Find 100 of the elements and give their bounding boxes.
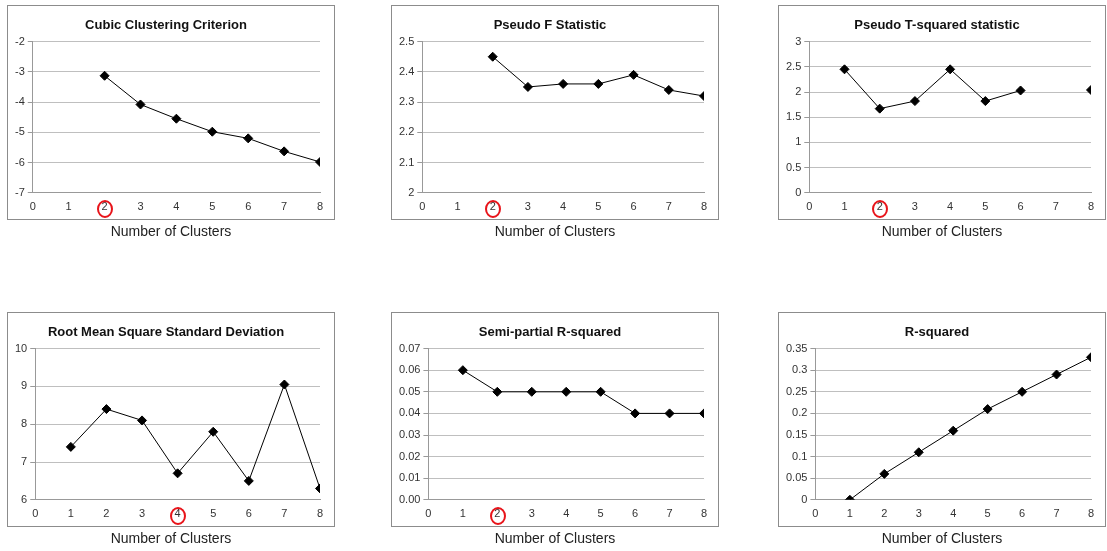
- y-tick-label: 2: [408, 185, 415, 198]
- point: [663, 84, 674, 95]
- y-tick-label: 0.03: [398, 428, 421, 441]
- point: [561, 386, 572, 397]
- y-tick-label: 0.2: [792, 406, 808, 419]
- point: [980, 96, 991, 107]
- point: [664, 408, 675, 419]
- x-axis-title: Number of Clusters: [109, 530, 233, 546]
- x-tick-label: 8: [316, 507, 324, 520]
- x-tick-label: 7: [281, 200, 288, 213]
- x-tick-label: 7: [1052, 200, 1059, 213]
- x-tick-label: 7: [281, 507, 288, 520]
- x-tick-label: 8: [316, 200, 324, 213]
- x-tick-label: 3: [528, 507, 535, 520]
- y-tick-label: 0.3: [792, 363, 808, 376]
- x-tick-label: 2: [881, 507, 888, 520]
- x-tick-label: 2: [489, 200, 496, 213]
- x-tick-label: 6: [1017, 200, 1024, 213]
- y-tick-label: 2.1: [398, 155, 415, 168]
- y-tick-label: -5: [15, 125, 25, 138]
- x-tick-label: 8: [1087, 200, 1095, 213]
- chart-title: Semi-partial R-squared: [478, 324, 622, 340]
- x-tick-label: 3: [911, 200, 918, 213]
- y-tick-label: 0.05: [785, 471, 808, 484]
- x-tick-label: 5: [595, 200, 602, 213]
- chart-title: Pseudo T-squared statistic: [854, 17, 1020, 33]
- x-tick-label: 0: [32, 507, 39, 520]
- y-tick-label: 0.05: [398, 384, 421, 397]
- x-tick-label: 1: [841, 200, 848, 213]
- chart-title: Pseudo F Statistic: [493, 17, 607, 33]
- y-tick-label: 0.35: [785, 341, 808, 354]
- point: [879, 468, 890, 479]
- x-tick-label: 0: [29, 200, 36, 213]
- y-tick-label: -2: [15, 34, 25, 47]
- y-tick-label: 2.5: [398, 34, 415, 47]
- x-tick-label: 4: [174, 507, 181, 520]
- y-tick-label: 8: [21, 417, 28, 430]
- x-tick-label: 1: [459, 507, 466, 520]
- y-tick-label: 3: [795, 34, 802, 47]
- x-tick-label: 3: [524, 200, 531, 213]
- chart-title: Cubic Clustering Criterion: [85, 17, 247, 33]
- point: [208, 426, 219, 437]
- x-tick-label: 2: [101, 200, 108, 213]
- point: [279, 146, 290, 157]
- y-tick-label: -6: [15, 155, 25, 168]
- y-tick-label: -7: [15, 185, 25, 198]
- point: [279, 379, 290, 390]
- x-tick-label: 6: [245, 507, 252, 520]
- point: [171, 113, 182, 124]
- x-tick-label: 6: [1019, 507, 1026, 520]
- y-tick-label: 0: [795, 185, 802, 198]
- point: [1017, 386, 1028, 397]
- y-tick-label: 1: [795, 135, 802, 148]
- y-tick-label: 10: [14, 341, 28, 354]
- x-tick-label: 4: [173, 200, 180, 213]
- point: [982, 404, 993, 415]
- x-tick-label: 6: [630, 200, 637, 213]
- x-tick-label: 7: [1053, 507, 1060, 520]
- point: [948, 425, 959, 436]
- x-tick-label: 0: [425, 507, 432, 520]
- y-tick-label: 0.07: [398, 341, 421, 354]
- x-tick-label: 0: [812, 507, 819, 520]
- x-tick-label: 8: [700, 507, 708, 520]
- point: [593, 78, 604, 89]
- y-tick-label: 2.5: [785, 59, 802, 72]
- y-tick-label: -4: [15, 95, 25, 108]
- point: [492, 386, 503, 397]
- x-axis-title: Number of Clusters: [493, 530, 617, 546]
- x-tick-label: 3: [138, 507, 146, 520]
- point: [243, 133, 254, 144]
- y-tick-label: 0.5: [785, 160, 802, 173]
- point: [137, 415, 148, 426]
- point: [628, 69, 639, 80]
- point: [526, 386, 537, 397]
- x-tick-label: 4: [950, 507, 957, 520]
- x-tick-label: 1: [454, 200, 461, 213]
- y-tick-label: 2.2: [398, 125, 415, 138]
- point: [1051, 369, 1062, 380]
- y-tick-label: 0.02: [398, 449, 421, 462]
- point: [595, 386, 606, 397]
- x-tick-label: 8: [700, 200, 708, 213]
- y-tick-label: 0.25: [785, 384, 808, 397]
- point: [630, 408, 641, 419]
- x-tick-label: 4: [560, 200, 567, 213]
- x-axis-title: Number of Clusters: [109, 223, 233, 239]
- x-tick-label: 2: [103, 507, 110, 520]
- x-tick-label: 4: [947, 200, 954, 213]
- x-tick-label: 7: [666, 507, 673, 520]
- x-tick-label: 1: [65, 200, 72, 213]
- x-tick-label: 8: [1087, 507, 1095, 520]
- y-tick-label: 0.06: [398, 363, 421, 376]
- x-axis-title: Number of Clusters: [493, 223, 617, 239]
- point: [172, 468, 183, 479]
- point: [457, 365, 468, 376]
- y-tick-label: 7: [21, 455, 28, 468]
- y-tick-label: 2.3: [398, 95, 415, 108]
- x-tick-label: 1: [846, 507, 853, 520]
- point: [135, 99, 146, 110]
- point: [1015, 85, 1026, 96]
- x-tick-label: 5: [984, 507, 991, 520]
